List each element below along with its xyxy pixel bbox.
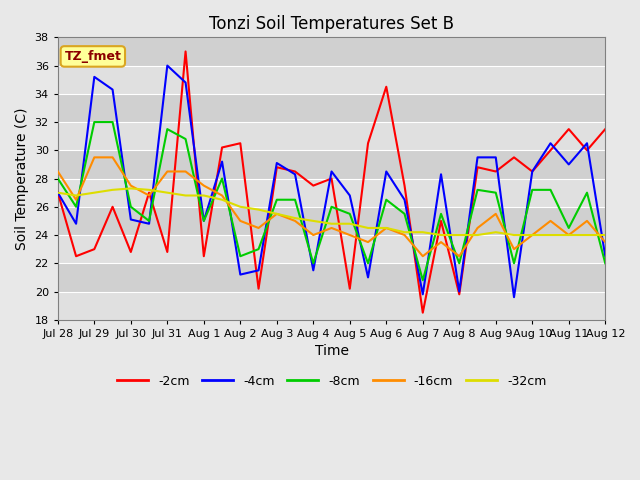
Text: TZ_fmet: TZ_fmet [65, 50, 121, 63]
Bar [58, 66, 605, 94]
Y-axis label: Soil Temperature (C): Soil Temperature (C) [15, 108, 29, 250]
Bar [58, 37, 605, 66]
Bar [58, 122, 605, 150]
Bar [58, 207, 605, 235]
Bar [58, 235, 605, 263]
Title: Tonzi Soil Temperatures Set B: Tonzi Soil Temperatures Set B [209, 15, 454, 33]
X-axis label: Time: Time [314, 344, 349, 359]
Bar [58, 291, 605, 320]
Legend: -2cm, -4cm, -8cm, -16cm, -32cm: -2cm, -4cm, -8cm, -16cm, -32cm [112, 370, 551, 393]
Bar [58, 179, 605, 207]
Bar [58, 263, 605, 291]
Bar [58, 94, 605, 122]
Bar [58, 150, 605, 179]
